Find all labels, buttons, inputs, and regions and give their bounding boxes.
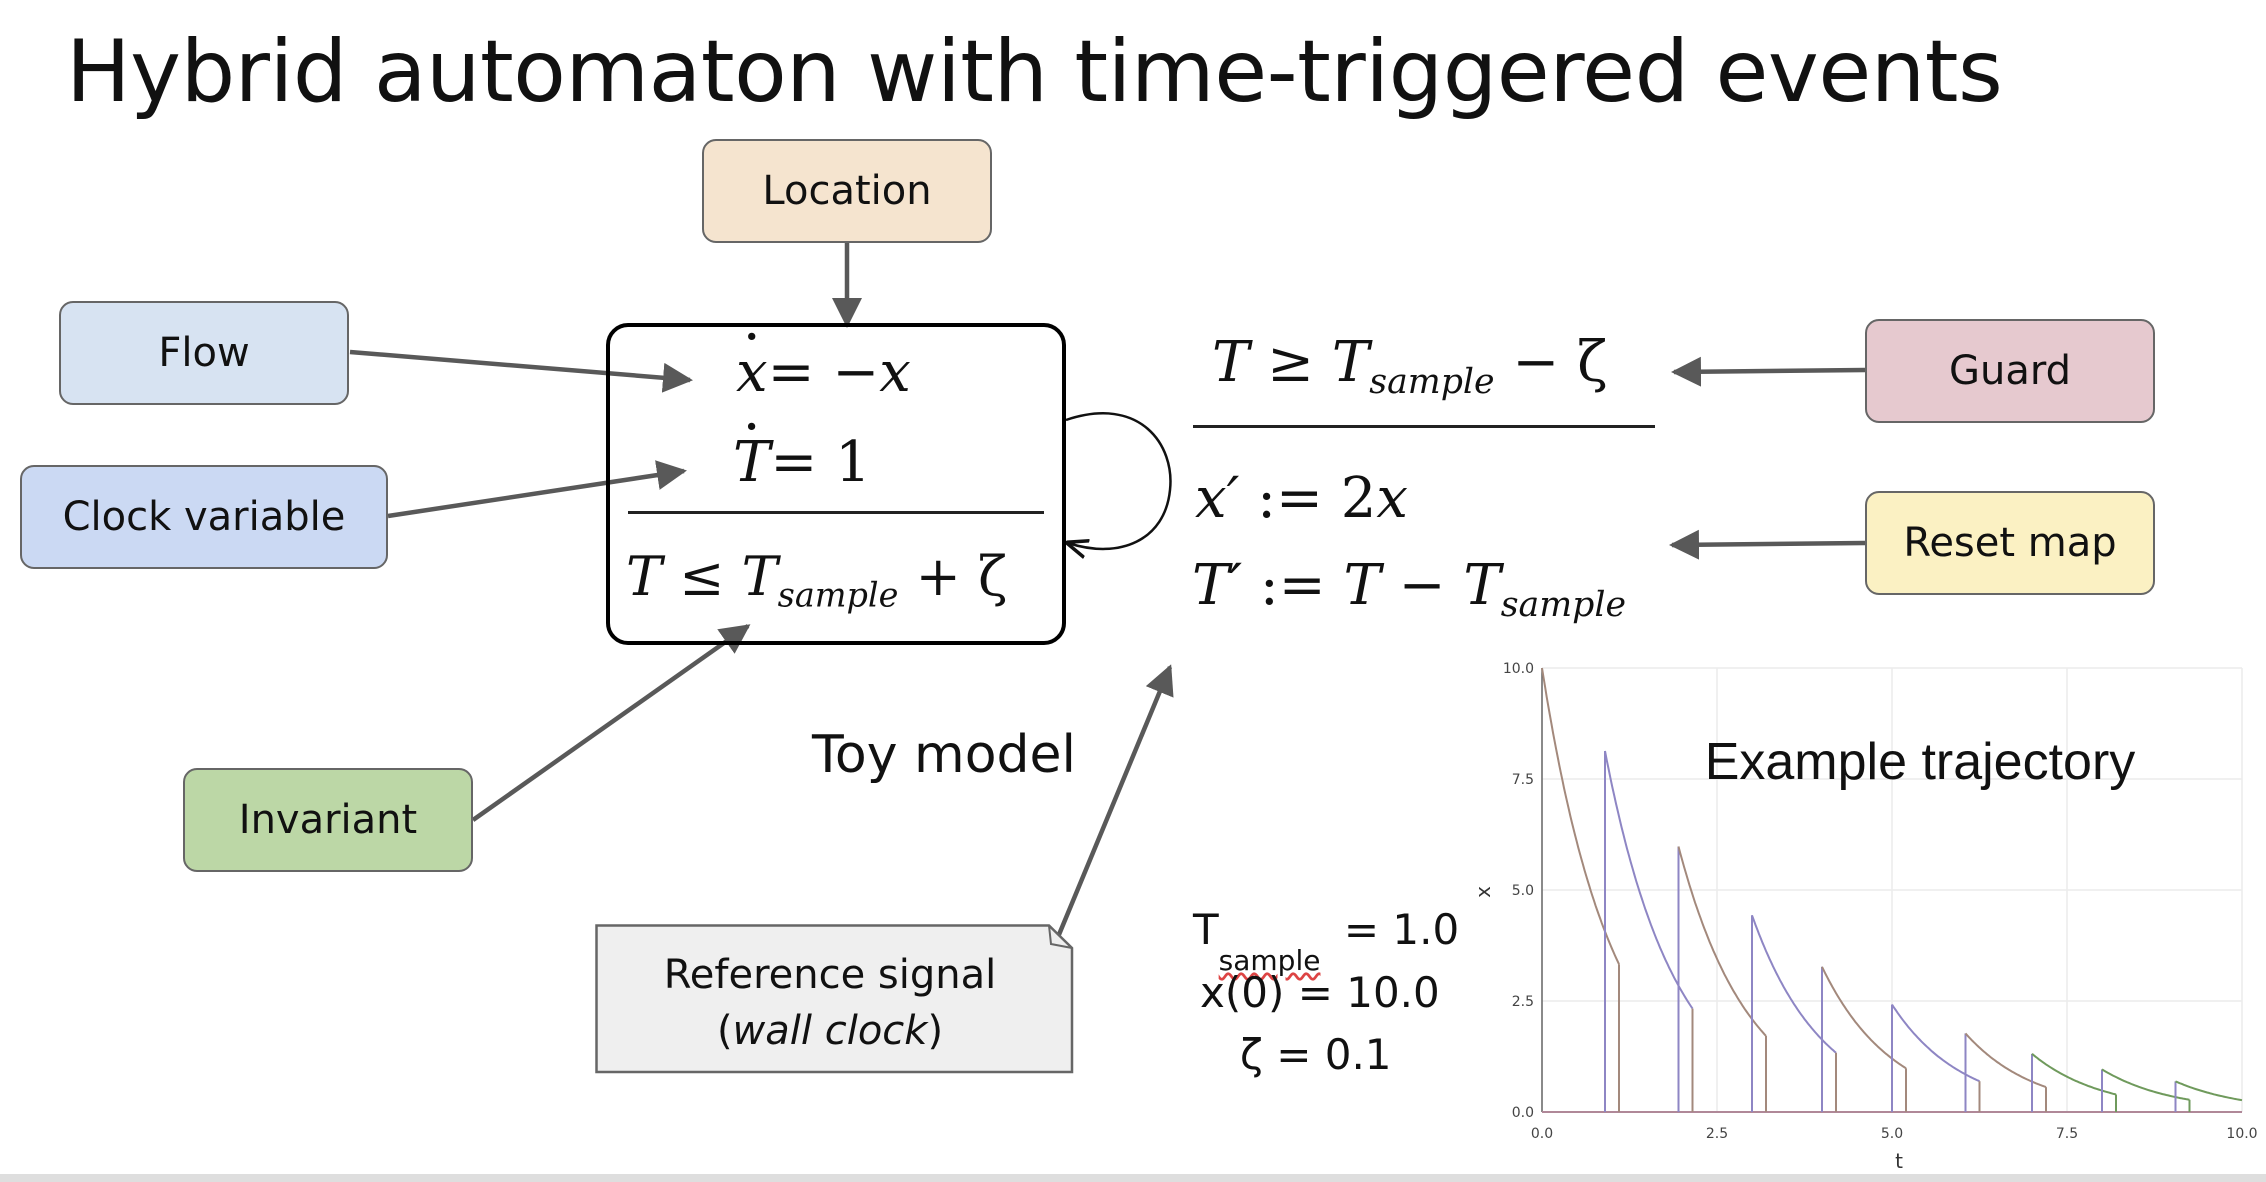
trajectory-tail bbox=[2175, 1096, 2190, 1101]
trajectory-tail bbox=[2031, 1080, 2047, 1089]
trajectory-segment bbox=[1751, 914, 1823, 1041]
trajectory-chart: 0.0 2.5 5.0 7.5 10.0 0.0 2.5 5.0 7.5 10.0 Example… bbox=[1471, 661, 2258, 1173]
clock-variable-arrow bbox=[387, 460, 687, 519]
flow-arrow bbox=[349, 349, 693, 393]
y-tick-label: 5.0 bbox=[1512, 883, 1534, 899]
trajectory-segment bbox=[1604, 750, 1680, 987]
flow-x-equation: x= −x bbox=[736, 305, 911, 405]
reference-signal-box bbox=[595, 924, 1074, 1074]
trajectory-segment bbox=[1677, 846, 1753, 1020]
param-t-sample: Tsample = 1.0 bbox=[1193, 905, 1460, 977]
x-tick-label: 7.5 bbox=[2056, 1126, 2078, 1142]
y-tick-label: 2.5 bbox=[1512, 994, 1534, 1010]
trajectory-tail bbox=[1891, 1057, 1907, 1070]
reset-x-expression: x′ := 2x bbox=[1195, 466, 1408, 531]
chart-ylabel: x bbox=[1471, 886, 1495, 898]
reference-signal-line2: (wall clock) bbox=[716, 1008, 944, 1054]
trajectory-tail bbox=[1965, 1073, 1980, 1083]
param-zeta: ζ = 0.1 bbox=[1240, 1030, 1392, 1079]
guard-arrow bbox=[1671, 356, 1866, 387]
trajectory-tail bbox=[1821, 1038, 1837, 1054]
chart-xlabel: t bbox=[1895, 1149, 1903, 1173]
toy-model-caption: Toy model bbox=[812, 725, 1076, 785]
trajectory-segment bbox=[1891, 1004, 1966, 1076]
reference-signal-line1: Reference signal bbox=[663, 952, 997, 998]
reset-map-label: Reset map bbox=[1865, 491, 2155, 595]
trajectory-segment bbox=[2101, 1068, 2176, 1099]
trajectory-tail bbox=[1751, 1018, 1767, 1037]
slide-bottom-edge bbox=[0, 1174, 2266, 1182]
guard-expression: T ≥ Tsample − ζ bbox=[1212, 330, 1608, 403]
x-tick-label: 10.0 bbox=[2226, 1126, 2257, 1142]
flow-label: Flow bbox=[59, 301, 349, 405]
trajectory-tail bbox=[2101, 1089, 2117, 1096]
guard-label: Guard bbox=[1865, 319, 2155, 423]
reset-map-arrow bbox=[1669, 529, 1866, 560]
transition-divider bbox=[1193, 425, 1655, 428]
clock-variable-label: Clock variable bbox=[20, 465, 388, 569]
x-tick-label: 2.5 bbox=[1706, 1126, 1728, 1142]
trajectory-tail bbox=[1604, 931, 1620, 965]
location-label: Location bbox=[702, 139, 992, 243]
y-tick-label: 0.0 bbox=[1512, 1105, 1534, 1121]
trajectory-segment bbox=[2031, 1053, 2103, 1092]
invariant-label: Invariant bbox=[183, 768, 473, 872]
reference-signal-arrow bbox=[1055, 664, 1174, 938]
invariant-expression: T ≤ Tsample + ζ bbox=[626, 545, 1008, 615]
trajectory-tail bbox=[1677, 985, 1694, 1010]
trajectory-segment bbox=[2175, 1080, 2243, 1102]
flow-T-equation: T= 1 bbox=[733, 395, 871, 495]
x-tick-label: 5.0 bbox=[1881, 1126, 1903, 1142]
param-x0: x(0) = 10.0 bbox=[1200, 968, 1440, 1017]
x-tick-label: 0.0 bbox=[1531, 1126, 1553, 1142]
chart-title: Example trajectory bbox=[1705, 733, 2136, 791]
automaton-divider bbox=[628, 511, 1044, 514]
self-loop-transition bbox=[1066, 412, 1172, 549]
automaton-location-box bbox=[606, 323, 1066, 645]
y-tick-label: 7.5 bbox=[1512, 772, 1534, 788]
trajectory-segment bbox=[1821, 966, 1893, 1060]
trajectory-segment bbox=[1964, 1032, 2033, 1083]
slide-title: Hybrid automaton with time-triggered eve… bbox=[66, 22, 2003, 122]
trajectory-segment bbox=[1541, 667, 1606, 932]
invariant-arrow bbox=[471, 624, 751, 822]
y-tick-label: 10.0 bbox=[1503, 661, 1534, 677]
reset-T-expression: T′ := T − Tsample bbox=[1192, 553, 1627, 626]
